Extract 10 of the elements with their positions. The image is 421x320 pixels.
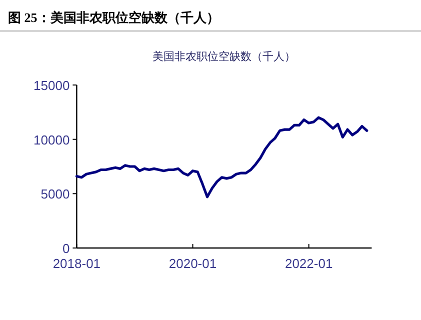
line-series (75, 116, 368, 198)
x-tick-label: 2020-01 (168, 256, 217, 271)
chart-title: 图 25：美国非农职位空缺数（千人） (8, 10, 220, 25)
y-tick-label: 5000 (40, 186, 70, 202)
y-tick-label: 15000 (34, 78, 70, 93)
y-tick-label: 0 (62, 241, 70, 256)
x-tick-label: 2022-01 (284, 256, 333, 271)
chart-subtitle: 美国非农职位空缺数（千人） (152, 50, 296, 63)
x-tick-label: 2018-01 (52, 256, 101, 271)
y-tick-label: 10000 (34, 132, 70, 148)
